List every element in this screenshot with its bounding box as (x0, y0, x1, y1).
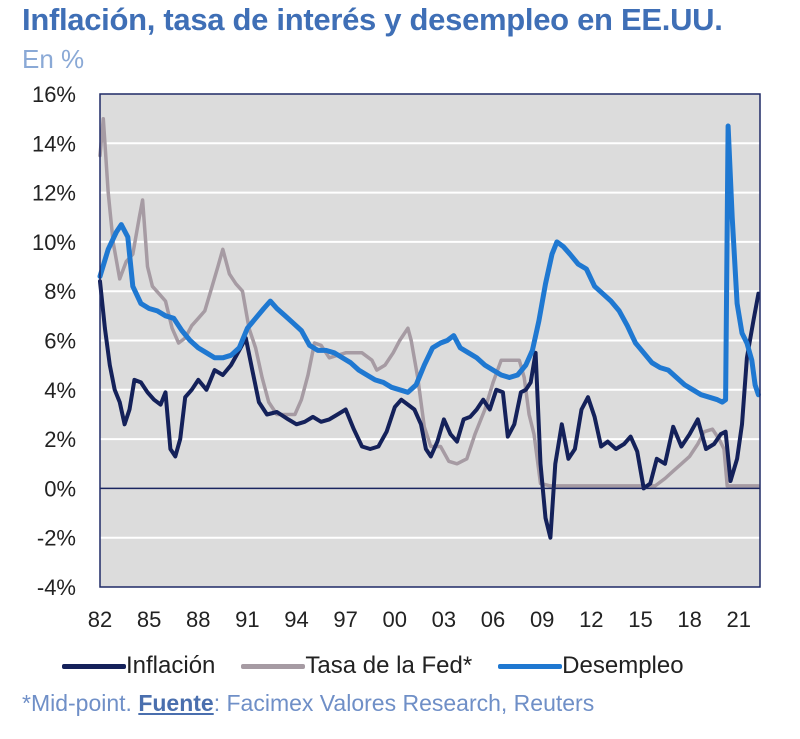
y-tick-label: 2% (44, 427, 76, 452)
legend-item-unemployment: Desempleo (498, 652, 684, 680)
y-tick-label: -2% (37, 526, 76, 551)
x-tick-label: 88 (186, 607, 210, 632)
x-tick-label: 15 (628, 607, 652, 632)
y-tick-label: 16% (32, 82, 76, 107)
gridlines (100, 142, 760, 539)
legend-item-fed-rate: Tasa de la Fed* (241, 652, 472, 680)
plot-frame (99, 93, 761, 588)
x-tick-label: 06 (481, 607, 505, 632)
footnote-prefix: *Mid-point. (22, 690, 139, 716)
inflation-line (98, 279, 761, 540)
legend-swatch-fed-rate (241, 663, 306, 669)
chart-subtitle: En % (22, 44, 85, 74)
footnote: *Mid-point. Fuente: Facimex Valores Rese… (22, 690, 594, 717)
y-tick-label: 10% (32, 230, 76, 255)
y-axis: 16% 14% 12% 10% 8% 6% 4% 2% 0% -2% -4% (32, 82, 76, 600)
series-layer (97, 116, 761, 540)
legend-swatch-inflation (62, 663, 126, 669)
fed-rate-line (98, 116, 761, 488)
legend-label-unemployment: Desempleo (562, 652, 684, 679)
legend-item-inflation: Inflación (62, 652, 215, 680)
unemployment-line (97, 123, 761, 405)
legend: Inflación Tasa de la Fed* Desempleo (62, 650, 710, 682)
x-axis: 82 85 88 91 94 97 00 03 06 09 12 15 18 21 (88, 607, 751, 632)
footnote-source-label: Fuente (138, 690, 214, 716)
legend-label-inflation: Inflación (126, 652, 216, 679)
x-tick-label: 85 (137, 607, 161, 632)
x-tick-label: 18 (677, 607, 701, 632)
x-tick-label: 09 (530, 607, 554, 632)
y-tick-label: 14% (32, 131, 76, 156)
x-tick-label: 00 (383, 607, 407, 632)
y-tick-label: 8% (44, 279, 76, 304)
line-chart: 16% 14% 12% 10% 8% 6% 4% 2% 0% -2% -4% 82 85 88 91 94 9… (32, 82, 761, 632)
x-tick-label: 91 (235, 607, 259, 632)
y-tick-label: -4% (37, 575, 76, 600)
x-tick-label: 21 (726, 607, 750, 632)
y-tick-label: 12% (32, 181, 76, 206)
x-tick-label: 94 (284, 607, 308, 632)
y-tick-label: 0% (44, 476, 76, 501)
x-tick-label: 82 (88, 607, 112, 632)
y-tick-label: 4% (44, 378, 76, 403)
x-tick-label: 97 (333, 607, 357, 632)
y-tick-label: 6% (44, 329, 76, 354)
x-tick-label: 03 (432, 607, 456, 632)
chart-title: Inflación, tasa de interés y desempleo e… (22, 2, 723, 37)
footnote-source-text: : Facimex Valores Research, Reuters (213, 690, 595, 716)
x-tick-label: 12 (579, 607, 603, 632)
legend-swatch-unemployment (498, 663, 563, 669)
legend-label-fed-rate: Tasa de la Fed* (305, 652, 473, 679)
